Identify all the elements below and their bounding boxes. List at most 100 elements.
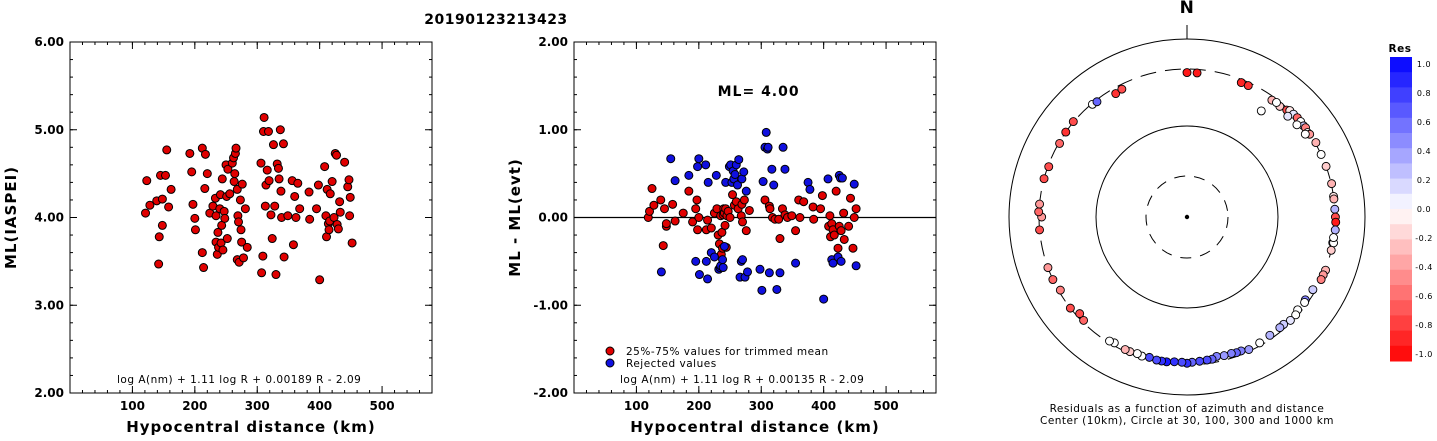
data-point (769, 180, 779, 190)
colorbar-cell (1390, 209, 1412, 225)
data-point (725, 213, 735, 222)
data-point (805, 184, 815, 194)
y-tick-label: 2.00 (538, 35, 568, 49)
residual-point (1055, 138, 1065, 148)
data-point (819, 294, 829, 304)
y-tick-label: 1.00 (538, 123, 568, 137)
data-point (836, 256, 846, 266)
formula-text: log A(nm) + 1.11 log R + 0.00189 R - 2.0… (117, 374, 361, 386)
data-point (197, 248, 207, 258)
residual-point (1300, 297, 1310, 307)
residual-point (1111, 89, 1121, 99)
data-point (190, 213, 200, 223)
data-point (851, 261, 861, 271)
legend-label: Rejected values (626, 358, 717, 370)
data-point (739, 167, 749, 177)
data-point (738, 217, 748, 227)
data-point (154, 259, 164, 269)
data-point (765, 204, 775, 214)
data-point (730, 170, 740, 180)
data-point (324, 225, 334, 235)
data-point (164, 202, 174, 212)
colorbar-cell (1390, 269, 1412, 286)
panel-ml-residual: -2.00 -1.00 0.00 1.00 2.00 100 200 300 400 500 Hyp… (506, 35, 937, 436)
data-point (755, 264, 765, 274)
data-point (758, 177, 768, 187)
colorbar-cell (1390, 57, 1412, 73)
residual-point (1255, 338, 1265, 348)
residual-point (1182, 68, 1192, 78)
data-point (743, 267, 753, 277)
data-point (157, 194, 167, 204)
x-tick-label: 300 (245, 399, 270, 413)
data-point (312, 204, 322, 214)
data-point (661, 219, 671, 229)
panel-azimuth-residuals: N Residuals as a function of azimuth and … (1008, 0, 1433, 427)
data-point (222, 234, 232, 244)
colorbar-cell (1390, 102, 1412, 119)
residual-point (1329, 194, 1339, 204)
residual-point (1316, 150, 1326, 159)
x-axis-label: Hypocentral distance (km) (630, 418, 880, 436)
residual-point (1316, 275, 1326, 284)
data-point (761, 127, 771, 137)
data-point (263, 127, 273, 137)
colorbar-tick-label: -0.6 (1415, 292, 1433, 301)
data-point (719, 241, 729, 251)
data-point (660, 204, 669, 214)
colorbar-title: Res (1389, 43, 1412, 55)
data-point (256, 158, 266, 168)
data-point (757, 285, 767, 295)
data-point (239, 253, 249, 263)
data-point (645, 206, 655, 216)
colorbar-cell (1390, 285, 1412, 301)
data-point (231, 143, 241, 153)
data-point (741, 186, 751, 196)
data-point (741, 226, 751, 236)
data-point (848, 243, 858, 253)
colorbar-cell (1390, 193, 1412, 210)
data-point (293, 178, 303, 188)
data-point (778, 142, 788, 152)
data-point (666, 154, 676, 164)
data-point (200, 184, 210, 194)
residual-point (1105, 336, 1114, 346)
colorbar-tick-label: 0.8 (1417, 89, 1431, 98)
data-point (166, 184, 176, 194)
data-point (678, 208, 688, 218)
residual-point (1256, 106, 1266, 116)
colorbar-tick-label: -0.4 (1415, 263, 1433, 272)
data-point (185, 148, 195, 158)
data-point (774, 214, 784, 224)
data-point (823, 174, 833, 184)
colorbar-cell (1390, 133, 1412, 149)
data-point (320, 162, 330, 172)
data-point (703, 274, 713, 284)
data-point (837, 173, 847, 183)
colorbar-cell (1390, 87, 1412, 104)
legend-label: 25%-75% values for trimmed mean (626, 346, 829, 358)
data-point (709, 252, 719, 262)
data-point (275, 125, 285, 135)
data-point (335, 197, 345, 207)
residual-point (1132, 349, 1142, 359)
residual-point (1055, 285, 1065, 295)
x-tick-label: 500 (874, 399, 899, 413)
data-point (763, 142, 773, 152)
data-point (703, 177, 713, 187)
data-point (791, 258, 801, 268)
ring-30km (1145, 175, 1229, 259)
data-point (791, 226, 801, 236)
data-point (720, 220, 730, 230)
colorbar-tick-label: 0.4 (1417, 147, 1431, 156)
data-point (225, 189, 235, 199)
data-point (290, 191, 300, 201)
residual-point (1044, 162, 1054, 172)
center-point (1184, 214, 1190, 220)
polar-title: Residuals as a function of azimuth and d… (1050, 403, 1325, 415)
data-point (836, 226, 846, 236)
data-point (217, 174, 227, 184)
data-point (688, 217, 698, 227)
colorbar-cell (1390, 239, 1412, 256)
